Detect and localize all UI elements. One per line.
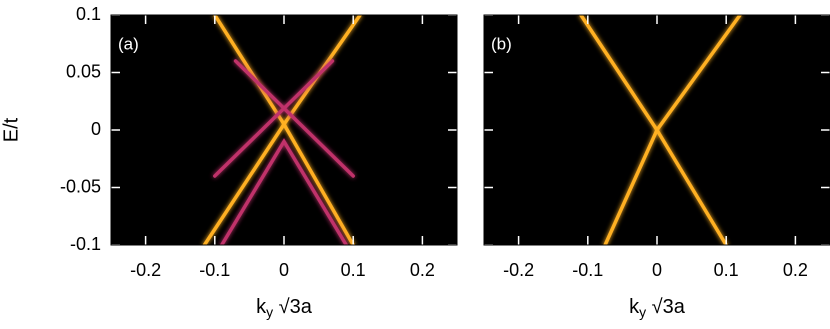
plot-area [484,15,830,245]
x-tick-label: 0.1 [341,260,366,280]
plot-area [111,15,457,245]
y-tick-label: 0.1 [76,4,101,24]
x-axis-label-part: √3a [646,296,686,318]
band-line [213,59,335,178]
band-line [219,138,349,245]
plot-background [111,15,457,245]
band-line [213,15,355,245]
x-axis-label-part: √3a [273,296,313,318]
x-tick-label: -0.2 [130,260,161,280]
y-tick-label: -0.05 [60,176,101,196]
panel-label: (b) [491,34,512,53]
x-axis-label: ky √3a [256,296,313,319]
x-axis-label-part: k [629,296,640,318]
x-tick-label: 0.1 [714,260,739,280]
x-tick-label: 0.2 [410,260,435,280]
band-line [233,59,355,178]
y-tick-label: -0.1 [70,234,101,254]
x-tick-label: 0 [279,260,289,280]
x-axis-label: ky √3a [629,296,686,319]
plot-frame [110,14,458,246]
x-axis-label-part: k [256,296,267,318]
x-tick-label: 0 [652,260,662,280]
plot-frame [483,14,830,246]
x-axis-label-part: y [639,304,646,320]
x-tick-label: -0.1 [572,260,603,280]
y-tick-label: 0 [91,119,101,139]
panel-label: (a) [118,34,139,53]
y-tick-label: 0.05 [66,61,101,81]
y-axis-label: E/t [0,117,22,142]
band-line [603,15,742,245]
x-tick-label: -0.2 [503,260,534,280]
x-tick-label: 0.2 [783,260,808,280]
x-axis-label-part: y [266,304,273,320]
x-tick-label: -0.1 [199,260,230,280]
